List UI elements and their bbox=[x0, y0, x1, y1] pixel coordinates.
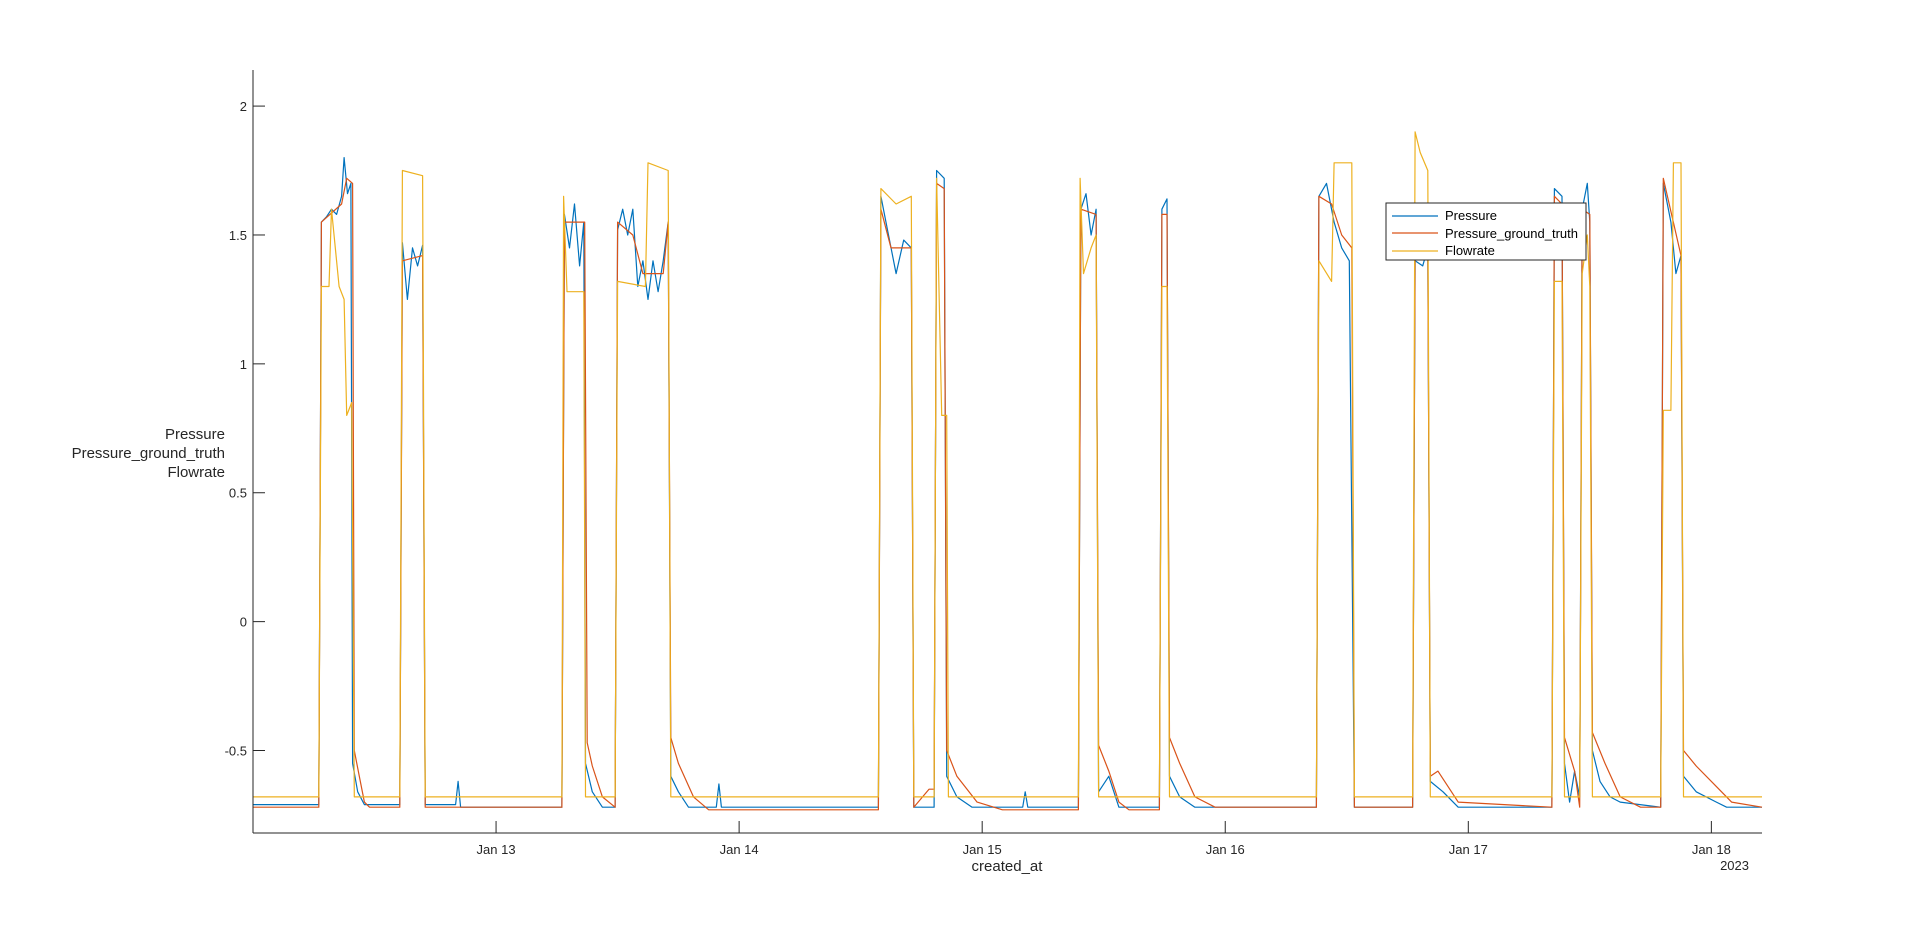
y-tick-label: 2 bbox=[240, 99, 247, 114]
x-tick-label: Jan 13 bbox=[477, 842, 516, 857]
x-ticks: Jan 13 Jan 14 Jan 15 Jan 16 Jan 17 Jan 18 bbox=[477, 821, 1731, 857]
x-tick-label: Jan 15 bbox=[963, 842, 1002, 857]
y-tick-label: 0 bbox=[240, 615, 247, 630]
x-tick-label: Jan 14 bbox=[720, 842, 759, 857]
x-tick-label: Jan 16 bbox=[1206, 842, 1245, 857]
axes bbox=[252, 70, 1762, 834]
y-tick-label: 0.5 bbox=[229, 486, 247, 501]
x-tick-label: Jan 17 bbox=[1449, 842, 1488, 857]
series-line-pressure-ground-truth bbox=[253, 177, 1763, 811]
y-axis-title-line: Flowrate bbox=[167, 464, 225, 481]
y-tick-label: 1.5 bbox=[229, 228, 247, 243]
series-line-flowrate bbox=[253, 131, 1762, 798]
y-ticks: -0.5 0 0.5 1 1.5 2 bbox=[225, 99, 265, 759]
series-line-pressure bbox=[253, 157, 1762, 808]
y-axis-title-line: Pressure bbox=[165, 426, 225, 443]
legend-label-flowrate: Flowrate bbox=[1445, 243, 1495, 258]
series-layer bbox=[253, 131, 1763, 811]
y-tick-label: 1 bbox=[240, 357, 247, 372]
legend-label-pressure: Pressure bbox=[1445, 208, 1497, 223]
y-tick-label: -0.5 bbox=[225, 744, 247, 759]
y-axis-title-line: Pressure_ground_truth bbox=[72, 445, 225, 462]
x-axis-title: created_at bbox=[972, 858, 1044, 875]
y-axis-title: Pressure Pressure_ground_truth Flowrate bbox=[72, 426, 225, 481]
legend-label-pressure-ground-truth: Pressure_ground_truth bbox=[1445, 226, 1578, 241]
x-tick-label: Jan 18 bbox=[1692, 842, 1731, 857]
legend: Pressure Pressure_ground_truth Flowrate bbox=[1385, 202, 1587, 261]
x-axis-year-label: 2023 bbox=[1720, 858, 1749, 873]
